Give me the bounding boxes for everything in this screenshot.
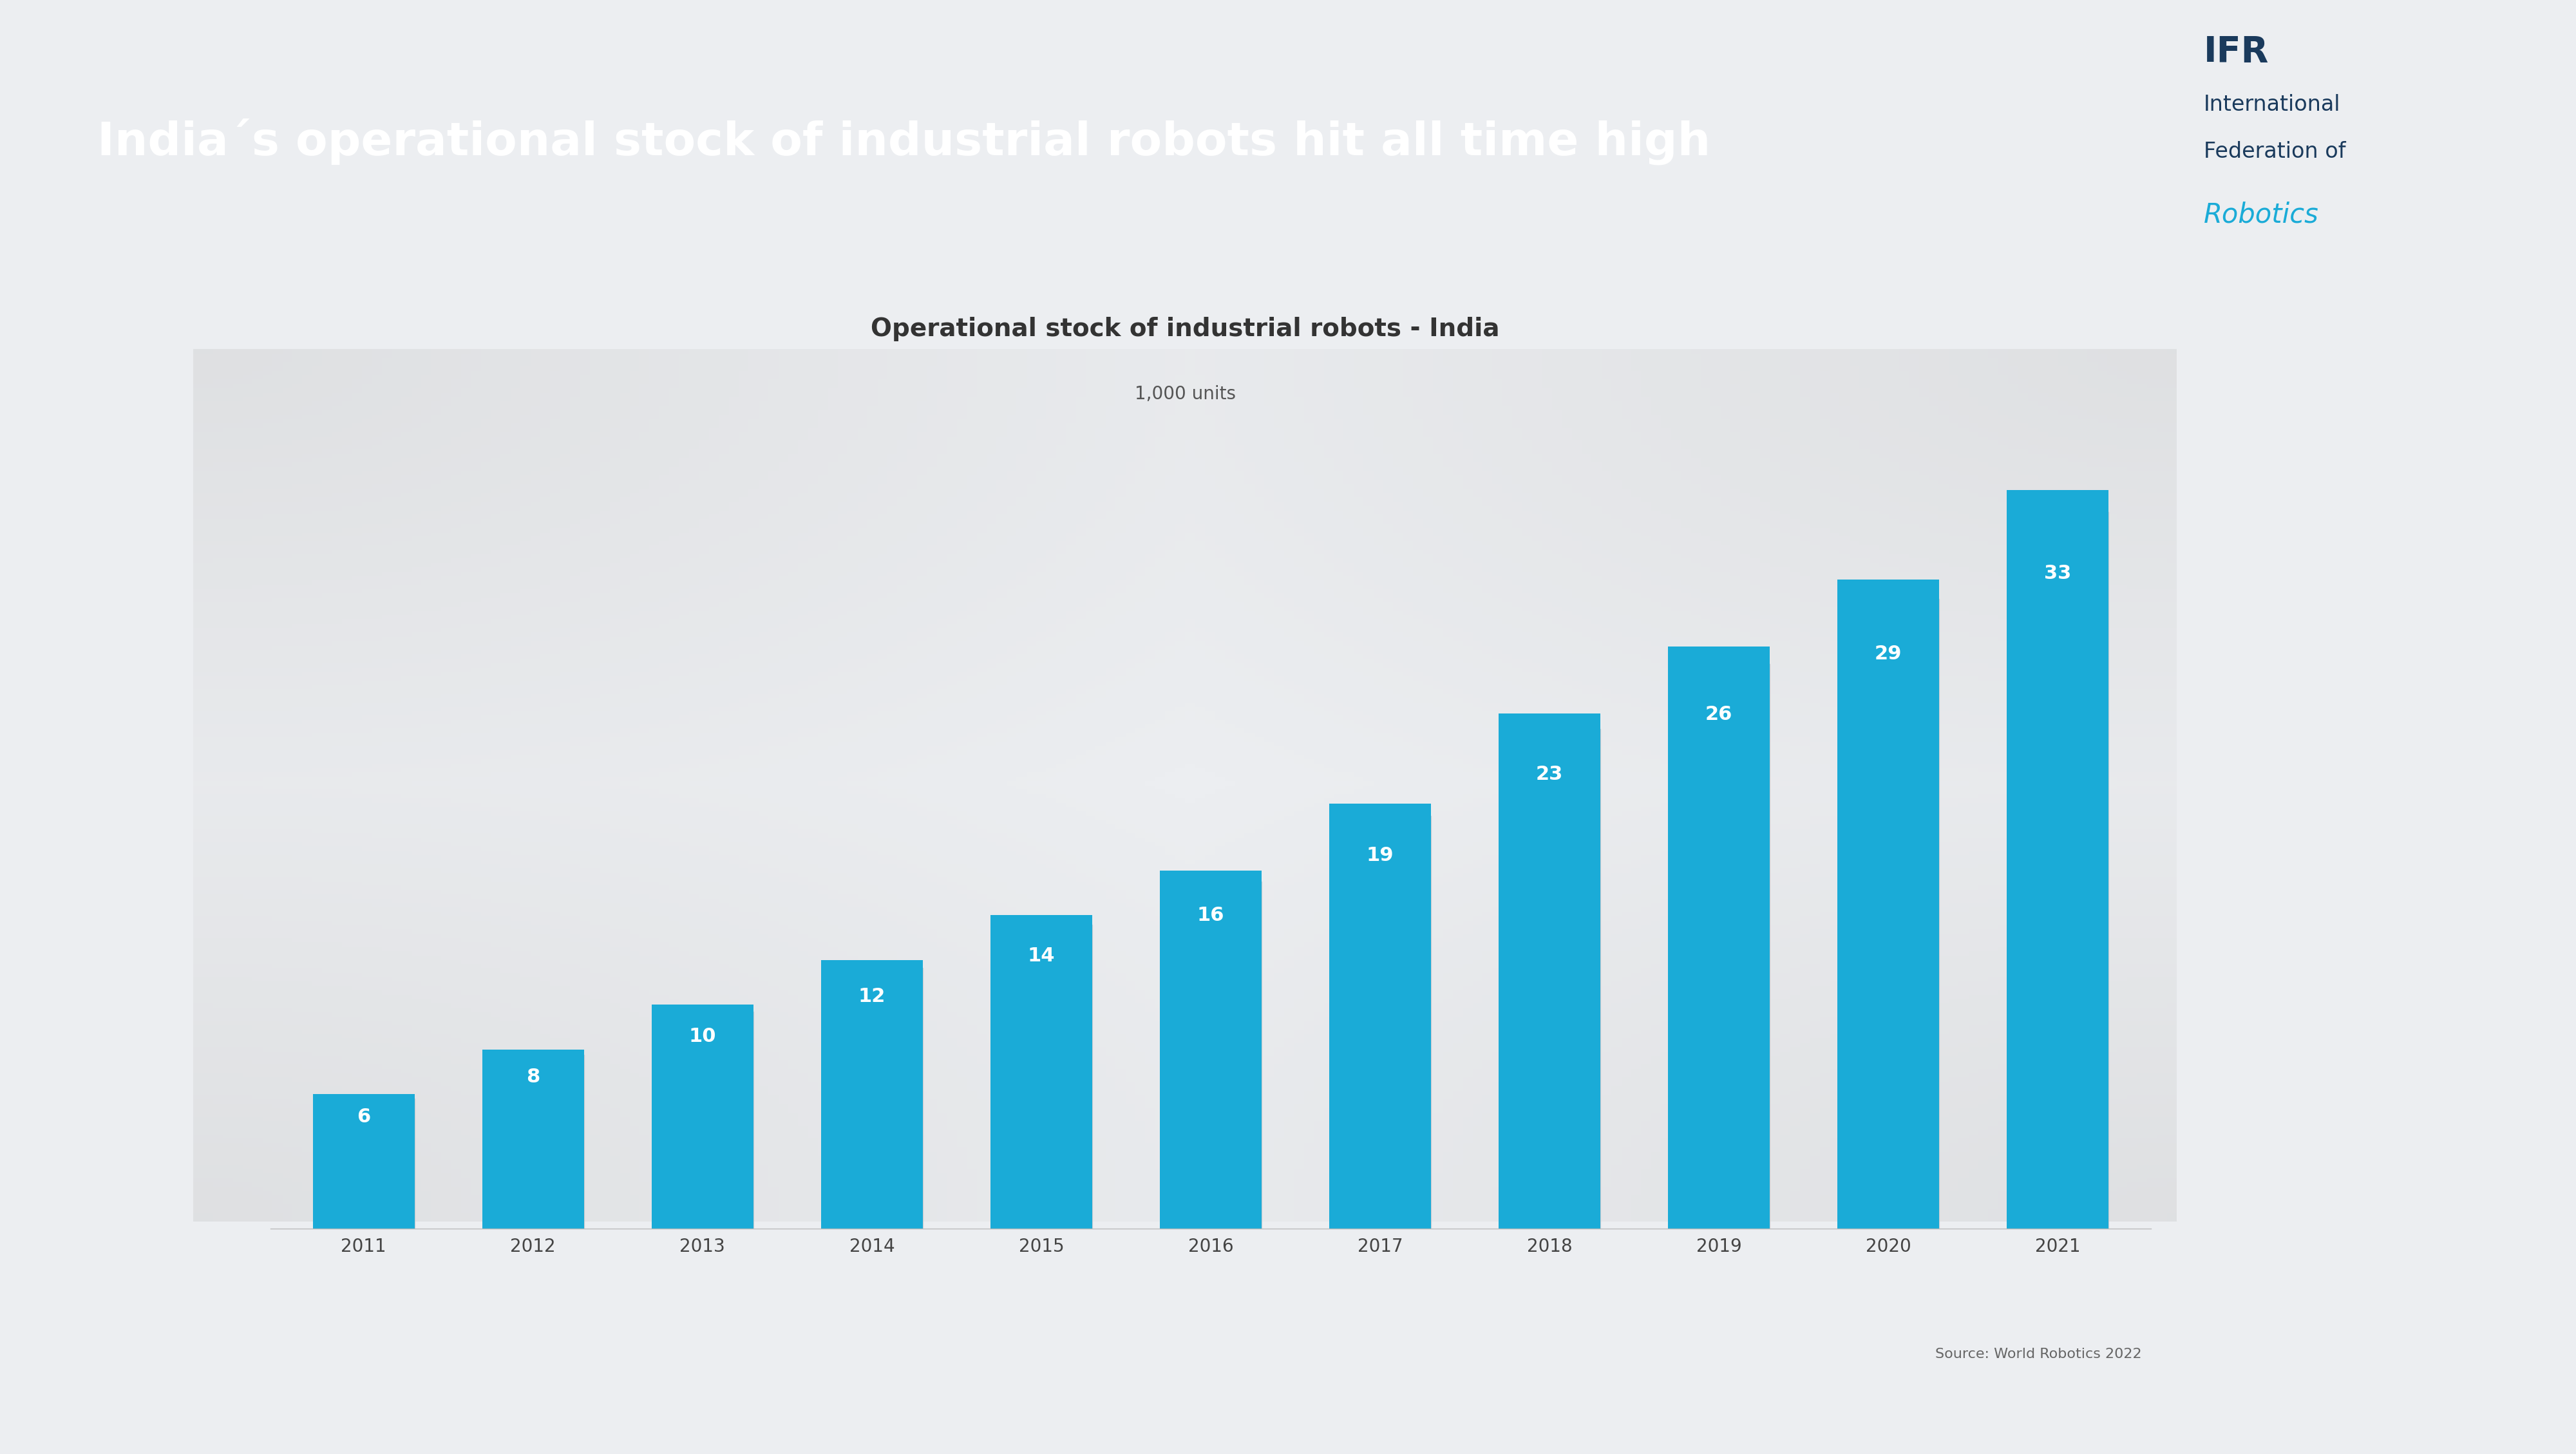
Bar (1837, 580, 1940, 1229)
Bar (2017, 512, 2110, 1229)
Bar (1159, 871, 1262, 1229)
Text: 29: 29 (1875, 644, 1901, 663)
Text: Robotics: Robotics (2205, 201, 2318, 228)
Bar (2007, 490, 2110, 1229)
Bar (652, 1005, 752, 1229)
Text: 23: 23 (1535, 765, 1564, 784)
Bar (482, 1050, 585, 1229)
Text: Operational stock of industrial robots - India: Operational stock of industrial robots -… (871, 317, 1499, 342)
Bar (1329, 803, 1430, 1229)
Bar (1499, 714, 1600, 1229)
Text: 1,000 units: 1,000 units (1133, 385, 1236, 403)
Bar (822, 960, 922, 1229)
Text: International: International (2205, 95, 2342, 115)
Text: 8: 8 (526, 1067, 541, 1086)
Bar (832, 968, 922, 1229)
Bar (992, 915, 1092, 1229)
Bar (1669, 647, 1770, 1229)
Bar (492, 1056, 585, 1229)
Bar (999, 925, 1092, 1229)
Bar (1847, 599, 1940, 1229)
Text: 33: 33 (2045, 564, 2071, 583)
Text: India´s operational stock of industrial robots hit all time high: India´s operational stock of industrial … (98, 118, 1710, 166)
Text: 26: 26 (1705, 705, 1734, 724)
Text: 10: 10 (688, 1027, 716, 1045)
Text: 19: 19 (1365, 846, 1394, 865)
Text: IFR: IFR (2205, 35, 2269, 70)
Text: 16: 16 (1198, 906, 1224, 925)
Text: Source: World Robotics 2022: Source: World Robotics 2022 (1935, 1348, 2141, 1361)
Text: Federation of: Federation of (2205, 141, 2347, 163)
Bar (662, 1012, 752, 1229)
Bar (322, 1098, 415, 1229)
Bar (312, 1095, 415, 1229)
Text: 12: 12 (858, 987, 886, 1006)
Bar (1510, 730, 1600, 1229)
Bar (1340, 816, 1430, 1229)
Text: 6: 6 (358, 1108, 371, 1127)
Bar (1680, 664, 1770, 1229)
Text: 14: 14 (1028, 947, 1056, 965)
Bar (1170, 881, 1262, 1229)
